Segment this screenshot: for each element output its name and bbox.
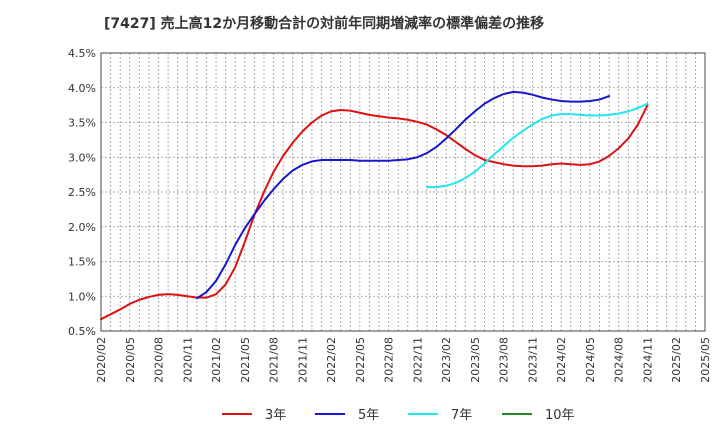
y-tick-label: 2.0% — [68, 221, 96, 234]
x-tick-label: 2021/08 — [268, 337, 281, 383]
y-tick-label: 2.5% — [68, 186, 96, 199]
y-tick-label: 3.5% — [68, 117, 96, 130]
x-tick-label: 2022/08 — [383, 337, 396, 383]
series-line-5年 — [195, 90, 611, 300]
legend-label-5年: 5年 — [358, 408, 379, 423]
x-tick-label: 2023/02 — [440, 337, 453, 383]
x-tick-label: 2021/02 — [210, 337, 223, 383]
y-tick-label: 3.0% — [68, 151, 96, 164]
plot-area-frame — [100, 52, 706, 332]
legend-label-7年: 7年 — [451, 408, 472, 423]
y-tick-label: 4.0% — [68, 82, 96, 95]
y-tick-label: 4.5% — [68, 47, 96, 60]
x-tick-label: 2020/05 — [124, 337, 137, 383]
legend-label-10年: 10年 — [545, 408, 575, 423]
x-axis-ticks: 2020/02 2020/05 2020/08 2020/11 2021/02 2021/… — [95, 337, 712, 383]
legend-label-3年: 3年 — [265, 408, 286, 423]
x-tick-label: 2024/11 — [641, 337, 654, 383]
x-tick-label: 2020/08 — [153, 337, 166, 383]
x-tick-label: 2024/05 — [584, 337, 597, 383]
grid — [100, 52, 706, 332]
series-lines — [100, 90, 649, 321]
y-tick-label: 1.5% — [68, 256, 96, 269]
x-tick-label: 2020/11 — [181, 337, 194, 383]
x-tick-label: 2021/11 — [296, 337, 309, 383]
x-tick-label: 2022/05 — [354, 337, 367, 383]
x-tick-label: 2023/05 — [469, 337, 482, 383]
x-tick-label: 2025/02 — [670, 337, 683, 383]
x-tick-label: 2020/02 — [95, 337, 108, 383]
x-tick-label: 2023/11 — [526, 337, 539, 383]
chart-title: [7427] 売上高12か月移動合計の対前年同期増減率の標準偏差の推移 — [104, 15, 544, 32]
x-tick-label: 2021/05 — [239, 337, 252, 383]
y-tick-label: 1.0% — [68, 290, 96, 303]
x-tick-label: 2024/08 — [613, 337, 626, 383]
y-tick-label: 0.5% — [68, 325, 96, 338]
x-tick-label: 2022/11 — [411, 337, 424, 383]
legend: 3年 5年 7年 10年 — [222, 408, 575, 423]
x-tick-label: 2023/08 — [498, 337, 511, 383]
series-line-7年 — [425, 102, 649, 189]
x-tick-label: 2022/02 — [325, 337, 338, 383]
series-line-3年 — [100, 104, 649, 321]
x-tick-label: 2025/05 — [699, 337, 712, 383]
x-tick-label: 2024/02 — [555, 337, 568, 383]
y-axis-ticks: 0.5% 1.0% 1.5% 2.0% 2.5% 3.0% 3.5% 4.0% 4.5% — [68, 47, 96, 338]
